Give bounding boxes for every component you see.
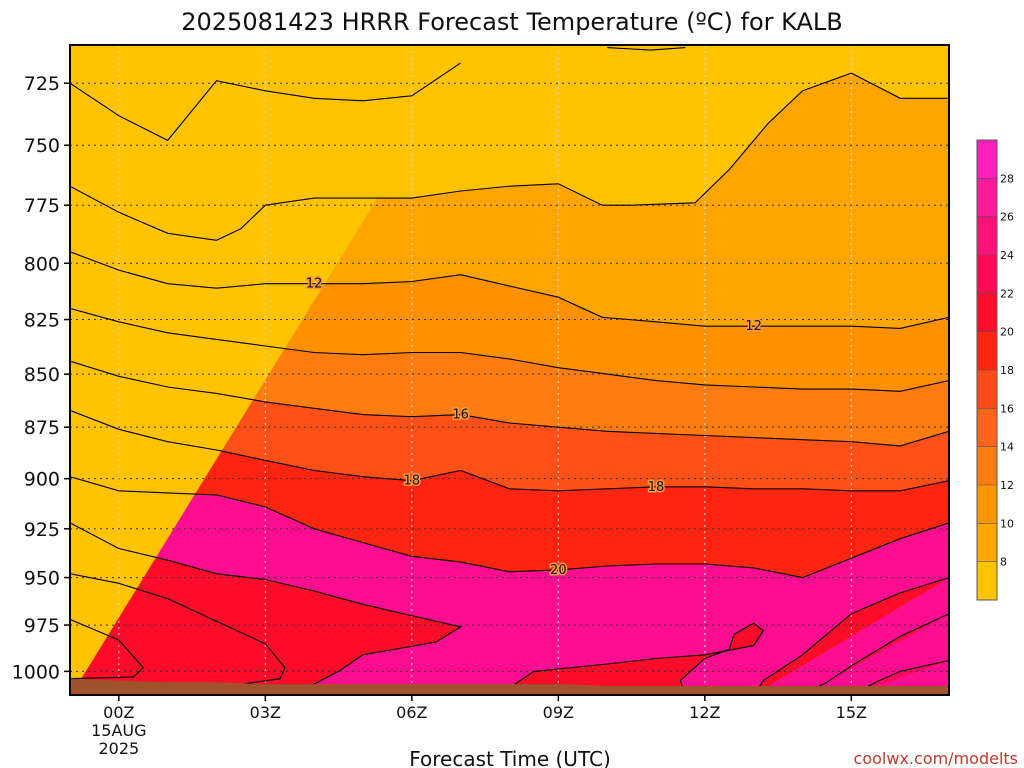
contour-label: 12 (306, 277, 323, 292)
x-tick-label: 03Z (250, 703, 281, 722)
contour-line (70, 476, 949, 579)
temperature-band (802, 613, 949, 695)
x-tick-sublabel: 2025 (98, 739, 139, 758)
colorbar-swatch (977, 293, 997, 333)
colorbar-label: 22 (1000, 287, 1014, 300)
contour-line (70, 409, 949, 492)
contour-line (70, 522, 463, 695)
colorbar-swatch (977, 178, 997, 218)
colorbar-swatch (977, 408, 997, 448)
contour-label: 18 (648, 480, 665, 495)
contour-label: 16 (452, 408, 469, 423)
y-tick-label: 900 (24, 469, 60, 491)
contour-line (70, 251, 949, 329)
colorbar-swatch (977, 446, 997, 486)
contour-line (509, 622, 765, 695)
colorbar-label: 28 (1000, 172, 1014, 185)
y-tick-label: 925 (24, 519, 60, 541)
y-tick-label: 800 (24, 253, 60, 275)
colorbar-label: 24 (1000, 249, 1014, 262)
colorbar-swatch (977, 331, 997, 371)
colorbar-label: 12 (1000, 479, 1014, 492)
y-tick-label: 825 (24, 310, 60, 332)
colorbar-label: 26 (1000, 211, 1014, 224)
colorbar-swatch (977, 255, 997, 294)
colorbar-label: 8 (1000, 556, 1007, 569)
contour-line (753, 577, 949, 695)
x-tick-sublabel: 15AUG (91, 721, 146, 740)
colorbar-label: 16 (1000, 402, 1014, 415)
x-tick-label: 09Z (543, 703, 574, 722)
contour-label: 20 (550, 563, 567, 578)
contour-label: 18 (404, 474, 421, 489)
y-tick-label: 875 (24, 417, 60, 439)
temperature-band (753, 577, 949, 695)
plot-area: 12 12 16 18 18 20 (70, 45, 949, 695)
y-tick-label: 975 (24, 615, 60, 637)
x-tick-label: 12Z (689, 703, 720, 722)
plot-frame (69, 44, 950, 696)
colorbar-label: 20 (1000, 326, 1014, 339)
contour-label: 12 (745, 319, 762, 334)
colorbar-swatch (977, 523, 997, 563)
temperature-band (509, 623, 764, 695)
colorbar-label: 10 (1000, 517, 1014, 530)
x-tick-label: 15Z (836, 703, 867, 722)
colorbar-swatch (977, 370, 997, 409)
chart-title: 2025081423 HRRR Forecast Temperature (ºC… (181, 8, 843, 36)
colorbar-swatch (977, 561, 997, 601)
contour-line (70, 72, 949, 241)
y-tick-label: 950 (24, 568, 60, 590)
y-axis: 725 750 775 800 825 850 875 900 925 950 975 1000 (12, 73, 70, 683)
contour-line (70, 360, 949, 447)
contour-line (70, 618, 145, 680)
contour-line (70, 62, 462, 142)
y-tick-label: 850 (24, 364, 60, 386)
y-tick-label: 725 (24, 73, 60, 95)
colorbar-label: 14 (1000, 441, 1014, 454)
colorbar-label: 18 (1000, 364, 1014, 377)
colorbar-swatch (977, 485, 997, 524)
credit-text: coolwx.com/modelts (854, 749, 1018, 768)
x-axis-label: Forecast Time (UTC) (409, 747, 611, 768)
y-tick-label: 1000 (12, 661, 60, 683)
colorbar-swatch (977, 140, 997, 179)
contour-line (70, 307, 949, 392)
x-tick-label: 00Z (103, 703, 134, 722)
contour-line (607, 47, 686, 51)
colorbar: 8 10 12 14 16 18 20 22 24 26 28 (976, 139, 1014, 601)
ground-surface (70, 678, 949, 695)
contour-labels: 12 12 16 18 18 20 (304, 275, 763, 579)
y-tick-label: 775 (24, 195, 60, 217)
colorbar-swatch (977, 216, 997, 256)
x-tick-label: 06Z (396, 703, 427, 722)
y-tick-label: 750 (24, 135, 60, 157)
